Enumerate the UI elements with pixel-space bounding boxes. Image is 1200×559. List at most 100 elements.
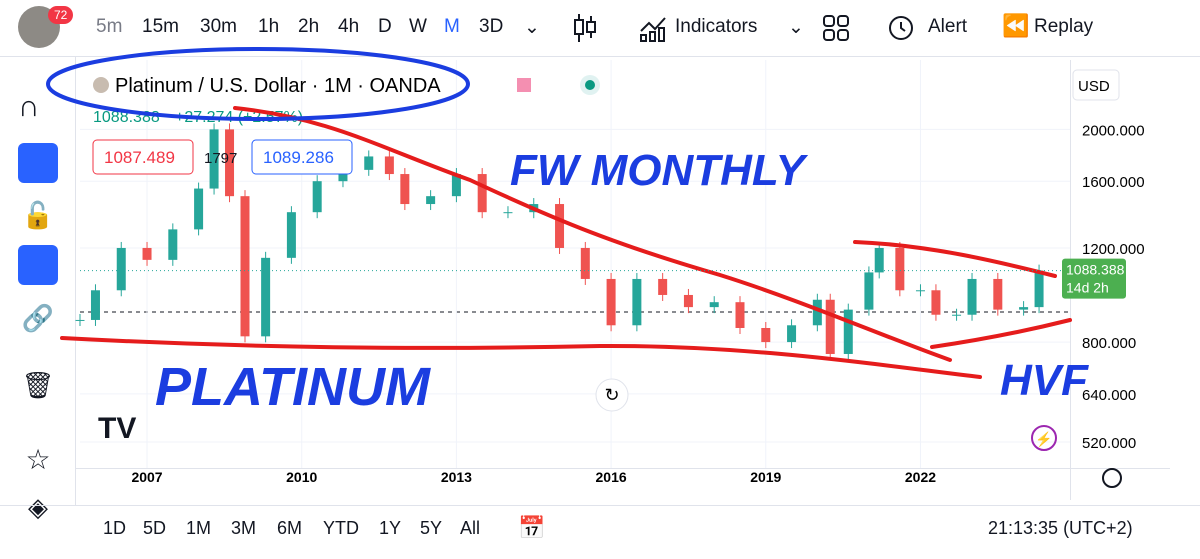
interval[interactable]: 5m <box>96 16 123 37</box>
candle <box>503 212 513 214</box>
interval[interactable]: 15m <box>142 16 179 37</box>
magnet-tool[interactable]: ∩ <box>18 90 40 123</box>
candle <box>400 174 410 205</box>
candle <box>75 319 85 321</box>
reset-icon[interactable]: ↻ <box>604 385 619 405</box>
candle <box>787 325 797 343</box>
y-tick-label: 2000.000 <box>1082 122 1145 139</box>
interval[interactable]: 30m <box>200 16 237 37</box>
candle <box>967 278 977 315</box>
range[interactable]: 5Y <box>420 518 443 538</box>
candle <box>874 247 884 273</box>
candle <box>168 229 178 260</box>
annotation: FW MONTHLY <box>510 146 809 195</box>
candle <box>426 196 436 205</box>
candle <box>931 290 941 315</box>
candle <box>286 212 296 258</box>
range[interactable]: 1Y <box>379 518 402 538</box>
y-tick-label: 800.000 <box>1082 335 1136 352</box>
range[interactable]: 1M <box>186 518 212 538</box>
symbol-icon <box>93 77 109 93</box>
toolbar: 72 5m 15m 30m 1h 2h 4h D W M 3D ⌄ Indica… <box>0 0 1200 57</box>
interval[interactable]: M <box>444 16 460 37</box>
ask[interactable]: 1089.286 <box>263 148 334 167</box>
reset-button[interactable] <box>595 378 629 412</box>
hide-tool[interactable] <box>18 245 58 285</box>
interval[interactable]: D <box>378 16 392 37</box>
lock-tool[interactable]: 🔓 <box>21 200 55 230</box>
alert[interactable]: Alert <box>928 16 968 37</box>
candle <box>683 294 693 308</box>
candle <box>843 309 853 354</box>
countdown: 14d 2h <box>1066 280 1109 296</box>
candle <box>194 188 204 230</box>
dropdown[interactable]: ⌄ <box>788 17 804 38</box>
draw-lock-tool[interactable] <box>18 143 58 183</box>
candle <box>209 129 219 189</box>
chart: Platinum / U.S. Dollar · 1M · OANDA 1088… <box>46 47 1170 500</box>
range[interactable]: 1D <box>103 518 127 538</box>
x-tick-label: 2019 <box>750 469 781 485</box>
axis-border <box>76 468 1170 469</box>
indicators-icon[interactable] <box>638 13 668 43</box>
interval[interactable]: W <box>409 16 427 37</box>
dropdown[interactable]: ⌄ <box>524 17 540 38</box>
interval[interactable]: 3D <box>479 16 504 37</box>
link-tool[interactable]: 🔗 <box>21 303 55 333</box>
candle <box>261 257 271 337</box>
candle <box>555 204 565 248</box>
alert-icon[interactable] <box>886 12 918 44</box>
candle <box>225 129 235 197</box>
range[interactable]: 6M <box>277 518 303 538</box>
settings-icon[interactable] <box>1102 468 1122 488</box>
symbol-title: Platinum / U.S. Dollar · 1M · OANDA <box>115 75 441 97</box>
interval[interactable]: 2h <box>298 16 320 37</box>
date-range-icon[interactable]: 📅 <box>518 515 546 540</box>
annotation: PLATINUM <box>155 357 431 417</box>
layout-icon[interactable] <box>822 14 850 42</box>
candle <box>240 196 250 337</box>
candle <box>338 169 348 182</box>
interval[interactable]: 4h <box>338 16 360 37</box>
flash-icon[interactable] <box>1031 425 1057 451</box>
candle <box>312 181 322 213</box>
candle <box>952 314 962 316</box>
y-tick-label: 1200.000 <box>1082 241 1145 258</box>
candle <box>864 272 874 310</box>
range[interactable]: 5D <box>143 518 167 538</box>
trash-tool[interactable]: 🗑 <box>21 370 55 400</box>
candle <box>606 278 616 326</box>
layers-tool[interactable]: ◈ <box>28 492 48 522</box>
replay-icon[interactable]: ⏪ <box>1002 13 1030 38</box>
interval[interactable]: 1h <box>258 16 280 37</box>
candle <box>632 278 642 326</box>
logo: TV <box>98 412 136 445</box>
badge: 72 <box>48 6 74 24</box>
x-tick-label: 2010 <box>286 469 317 485</box>
bid[interactable]: 1087.489 <box>104 148 175 167</box>
indicators[interactable]: Indicators <box>675 16 758 37</box>
star-tool[interactable]: ☆ <box>25 444 51 475</box>
candle <box>142 247 152 260</box>
x-tick-label: 2007 <box>131 469 162 485</box>
x-tick-label: 2022 <box>905 469 936 485</box>
y-tick-label: 1600.000 <box>1082 174 1145 191</box>
range[interactable]: YTD <box>323 518 359 538</box>
candle <box>709 302 719 308</box>
currency[interactable]: USD <box>1078 78 1110 95</box>
candle <box>915 290 925 292</box>
candle <box>90 290 100 320</box>
range[interactable]: 3M <box>231 518 257 538</box>
hand-drawn-lines <box>60 106 1072 379</box>
candle <box>580 247 590 279</box>
candle <box>761 327 771 343</box>
candle-icon[interactable] <box>570 12 600 44</box>
last-price-box <box>1062 258 1126 299</box>
replay[interactable]: Replay <box>1034 16 1094 37</box>
spread: 1797 <box>204 150 237 167</box>
candle <box>116 247 126 291</box>
flag[interactable] <box>517 78 531 92</box>
candle <box>895 247 905 291</box>
annotation: HVF <box>1000 356 1089 405</box>
range[interactable]: All <box>460 518 481 538</box>
